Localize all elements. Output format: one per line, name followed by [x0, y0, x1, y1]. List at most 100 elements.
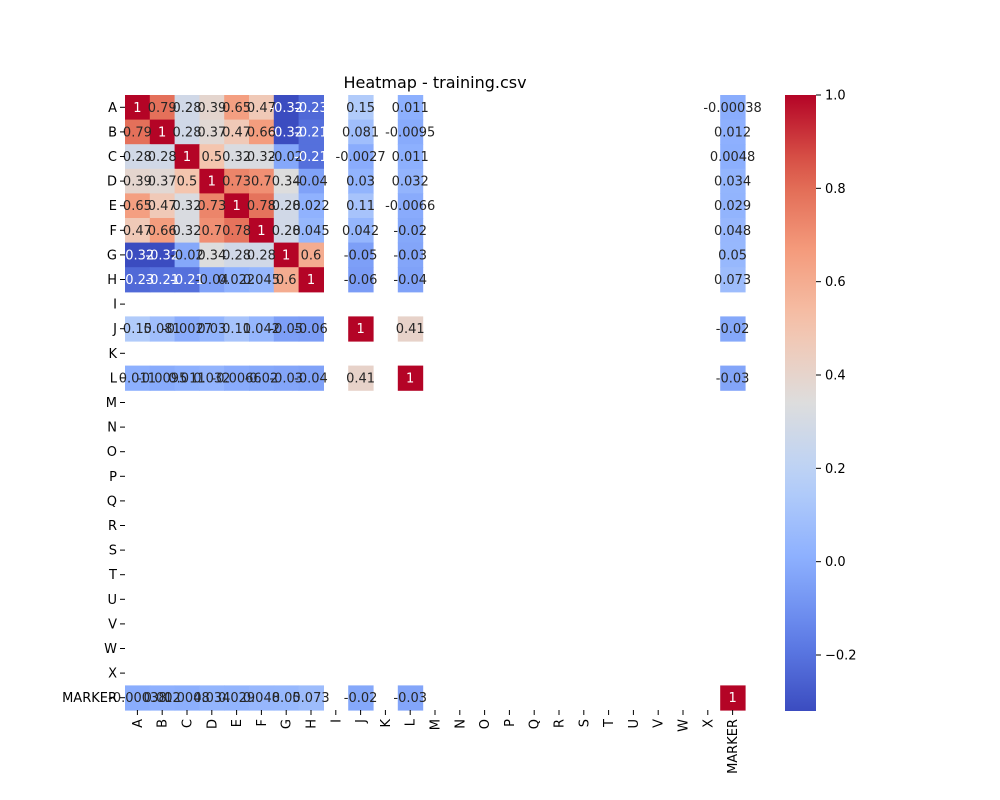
cell-label-D-J: 0.03	[346, 175, 375, 190]
cell-label-H-B: -0.21	[145, 273, 179, 288]
cell-label-E-F: 0.78	[247, 199, 276, 214]
heatmap-cell-C-G	[273, 144, 300, 170]
cell-label-H-A: -0.23	[121, 273, 155, 288]
cell-label-L-D: 0.032	[193, 371, 230, 386]
cell-label-L-B: -0.0095	[137, 371, 187, 386]
heatmap-cell-A-E	[224, 95, 250, 121]
cell-label-J-F: 0.042	[243, 322, 280, 337]
cell-label-J-H: -0.06	[294, 322, 328, 337]
x-axis: A B C D E F G H I J K L M N O P Q R S T U V W X MARKER	[131, 710, 741, 774]
heatmap-cell-C-B	[149, 144, 176, 170]
cell-label-G-B: -0.32	[145, 248, 179, 263]
heatmap-cell-MARKER-F	[249, 685, 275, 711]
cell-label-F-E: 0.78	[222, 224, 251, 239]
heatmap-cell-B-MARKER	[720, 119, 746, 145]
cell-label-MARKER-C: 0.0048	[164, 691, 210, 706]
cell-label-L-E: -0.0066	[212, 371, 262, 386]
heatmap-cell-D-E	[224, 168, 250, 194]
cell-label-C-G: -0.02	[269, 150, 303, 165]
x-tick-label-Q: Q	[528, 719, 543, 729]
heatmap-cell-J-J	[348, 316, 374, 342]
cell-label-MARKER-B: 0.012	[144, 691, 181, 706]
heatmap-cell-D-A	[125, 168, 151, 194]
cell-label-H-C: -0.21	[170, 273, 204, 288]
cell-label-MARKER-F: 0.048	[243, 691, 280, 706]
heatmap-cell-C-D	[199, 144, 225, 170]
cell-label-E-MARKER: 0.029	[714, 199, 751, 214]
x-tick-label-E: E	[230, 719, 245, 727]
heatmap-cell-H-MARKER	[720, 267, 746, 293]
y-tick-label-K: K	[108, 347, 117, 362]
x-tick-label-W: W	[677, 719, 692, 732]
heatmap-cell-MARKER-C	[174, 685, 200, 711]
cell-label-C-A: 0.28	[123, 150, 152, 165]
cell-label-H-F: 0.045	[243, 273, 280, 288]
x-tick-label-H: H	[305, 719, 320, 729]
heatmap-cell-H-J	[348, 267, 374, 293]
heatmap-cell-F-MARKER	[720, 218, 746, 244]
cell-label-MARKER-G: 0.05	[272, 691, 301, 706]
heatmap-cell-D-H	[298, 168, 324, 194]
cell-label-B-C: 0.28	[173, 125, 202, 140]
heatmap-cell-A-H	[298, 95, 324, 121]
heatmap-cell-C-J	[348, 144, 374, 170]
heatmap-cell-L-F	[249, 365, 275, 391]
y-tick-label-I: I	[113, 298, 117, 313]
heatmap-cell-E-D	[199, 193, 225, 219]
x-tick-label-K: K	[379, 719, 394, 728]
heatmap-cell-H-L	[397, 267, 424, 293]
heatmap-cell-B-C	[174, 119, 200, 145]
cell-label-A-F: 0.47	[247, 101, 276, 116]
heatmap-cell-H-B	[149, 267, 176, 293]
heatmap-cell-MARKER-A	[125, 685, 151, 711]
cell-label-MARKER-H: 0.073	[292, 691, 329, 706]
heatmap-cell-E-A	[125, 193, 151, 219]
heatmap-cell-B-H	[298, 119, 324, 145]
cell-label-G-J: -0.05	[344, 248, 378, 263]
y-tick-label-R: R	[108, 519, 117, 534]
cell-label-G-F: 0.28	[247, 248, 276, 263]
heatmap-cell-MARKER-H	[298, 685, 324, 711]
x-tick-label-I: I	[329, 719, 344, 723]
cell-label-E-B: 0.47	[148, 199, 177, 214]
heatmap-cell-G-L	[397, 242, 424, 268]
heatmap-cell-A-B	[149, 95, 176, 121]
cell-label-D-L: 0.032	[392, 175, 429, 190]
heatmap-cell-J-L	[397, 316, 424, 342]
cell-label-F-H: 0.045	[292, 224, 329, 239]
x-tick-label-P: P	[503, 719, 518, 727]
heatmap-cell-MARKER-MARKER	[720, 685, 746, 711]
cell-label-D-C: 0.5	[177, 175, 198, 190]
cell-label-A-G: -0.32	[269, 101, 303, 116]
cell-label-J-E: 0.11	[222, 322, 251, 337]
heatmap-cell-B-D	[199, 119, 225, 145]
heatmap-cell-A-A	[125, 95, 151, 121]
heatmap-cell-B-G	[273, 119, 300, 145]
cell-label-E-C: 0.32	[173, 199, 202, 214]
cell-label-J-B: 0.081	[144, 322, 181, 337]
cell-label-H-E: 0.022	[218, 273, 255, 288]
x-tick-label-R: R	[553, 719, 568, 728]
colorbar-tick-label: 0.4	[825, 369, 846, 384]
heatmap-cell-A-G	[273, 95, 300, 121]
heatmap-cell-D-MARKER	[720, 168, 746, 194]
heatmap-cell-C-E	[224, 144, 250, 170]
cell-label-D-D: 1	[208, 175, 216, 190]
cell-label-J-L: 0.41	[396, 322, 425, 337]
cell-label-B-G: -0.32	[269, 125, 303, 140]
cell-label-L-F: -0.02	[245, 371, 279, 386]
y-tick-label-N: N	[107, 421, 117, 436]
cell-label-D-MARKER: 0.034	[714, 175, 751, 190]
cell-label-E-H: 0.022	[292, 199, 329, 214]
cell-label-B-A: 0.79	[123, 125, 152, 140]
heatmap-cell-C-F	[249, 144, 275, 170]
cell-label-MARKER-A: -0.00038	[108, 691, 166, 706]
cell-label-L-A: 0.011	[119, 371, 156, 386]
x-tick-label-F: F	[255, 719, 270, 726]
y-tick-label-L: L	[110, 371, 118, 386]
x-tick-label-L: L	[404, 718, 419, 726]
cell-label-J-MARKER: -0.02	[716, 322, 750, 337]
cell-label-C-J: -0.0027	[336, 150, 386, 165]
cell-label-E-L: -0.0066	[385, 199, 435, 214]
